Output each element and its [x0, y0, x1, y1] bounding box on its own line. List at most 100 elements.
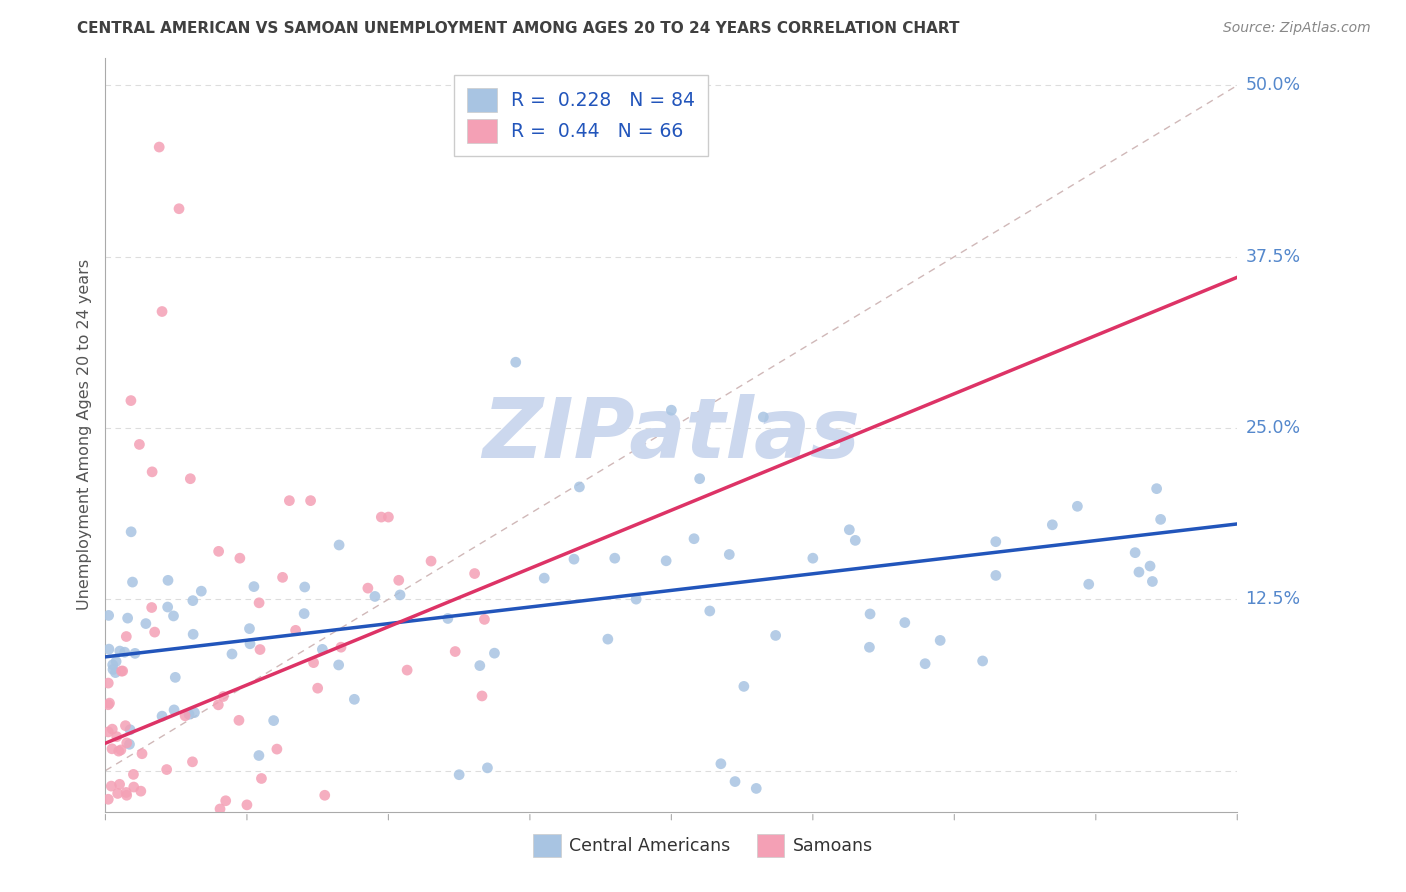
Point [143, 625, 166, 640]
Point [101, 741, 124, 756]
Point [1139, 559, 1161, 574]
Point [97, 676, 120, 690]
Point [110, 743, 132, 757]
Point [745, 781, 768, 796]
Point [115, 789, 138, 803]
Point [1146, 482, 1168, 496]
Point [104, 665, 127, 680]
Point [111, 664, 134, 678]
Point [243, 580, 266, 594]
Point [108, 644, 131, 658]
Point [396, 663, 419, 677]
Point [699, 604, 721, 618]
Point [972, 654, 994, 668]
Point [120, 524, 142, 539]
Point [370, 510, 392, 524]
Point [1123, 546, 1146, 560]
Point [228, 714, 250, 728]
Point [801, 551, 824, 566]
Point [179, 472, 201, 486]
Point [389, 588, 412, 602]
Point [437, 611, 460, 625]
Point [894, 615, 917, 630]
Point [156, 600, 179, 615]
Point [388, 574, 411, 588]
Point [477, 761, 499, 775]
Point [183, 706, 205, 720]
Point [120, 723, 142, 737]
Point [562, 552, 585, 566]
Point [128, 437, 150, 451]
Point [115, 785, 138, 799]
Point [689, 472, 711, 486]
Point [238, 622, 260, 636]
Point [141, 465, 163, 479]
Point [247, 596, 270, 610]
Point [284, 624, 307, 638]
Point [108, 777, 131, 791]
Point [181, 755, 204, 769]
Point [117, 611, 139, 625]
Point [311, 642, 333, 657]
Point [292, 607, 315, 621]
Point [271, 570, 294, 584]
Point [858, 640, 880, 655]
Point [101, 663, 124, 677]
Point [724, 774, 747, 789]
Point [215, 794, 238, 808]
Point [110, 664, 132, 678]
Point [101, 722, 124, 736]
Point [174, 708, 197, 723]
Point [212, 690, 235, 704]
Point [1077, 577, 1099, 591]
Point [249, 642, 271, 657]
Text: ZIPatlas: ZIPatlas [482, 394, 860, 475]
Point [302, 656, 325, 670]
Point [120, 393, 142, 408]
Point [236, 797, 259, 812]
Point [464, 566, 486, 581]
Point [148, 140, 170, 154]
Point [299, 493, 322, 508]
Point [97, 698, 120, 712]
Point [190, 584, 212, 599]
Point [683, 532, 706, 546]
Point [710, 756, 733, 771]
Point [156, 763, 179, 777]
Point [859, 607, 882, 621]
Point [844, 533, 866, 548]
Point [181, 593, 204, 607]
Point [156, 574, 179, 588]
Text: 50.0%: 50.0% [1246, 77, 1301, 95]
Text: 12.5%: 12.5% [1246, 591, 1301, 608]
Point [97, 642, 120, 657]
Point [124, 646, 146, 660]
Point [141, 600, 163, 615]
Point [181, 627, 204, 641]
Point [307, 681, 329, 696]
Point [266, 742, 288, 756]
Point [150, 709, 173, 723]
Point [208, 544, 231, 558]
Point [207, 698, 229, 712]
Point [733, 679, 755, 693]
Text: CENTRAL AMERICAN VS SAMOAN UNEMPLOYMENT AMONG AGES 20 TO 24 YEARS CORRELATION CH: CENTRAL AMERICAN VS SAMOAN UNEMPLOYMENT … [77, 21, 960, 36]
Point [229, 551, 252, 566]
Point [468, 658, 491, 673]
Point [364, 590, 387, 604]
Point [655, 554, 678, 568]
Point [314, 789, 336, 803]
Point [294, 580, 316, 594]
Text: Source: ZipAtlas.com: Source: ZipAtlas.com [1223, 21, 1371, 35]
Point [115, 630, 138, 644]
Point [765, 628, 787, 642]
Point [97, 725, 120, 739]
Point [377, 510, 399, 524]
Point [263, 714, 285, 728]
Point [107, 744, 129, 758]
Point [1128, 565, 1150, 579]
Point [221, 647, 243, 661]
Point [250, 772, 273, 786]
Text: 25.0%: 25.0% [1246, 419, 1301, 437]
Point [278, 493, 301, 508]
